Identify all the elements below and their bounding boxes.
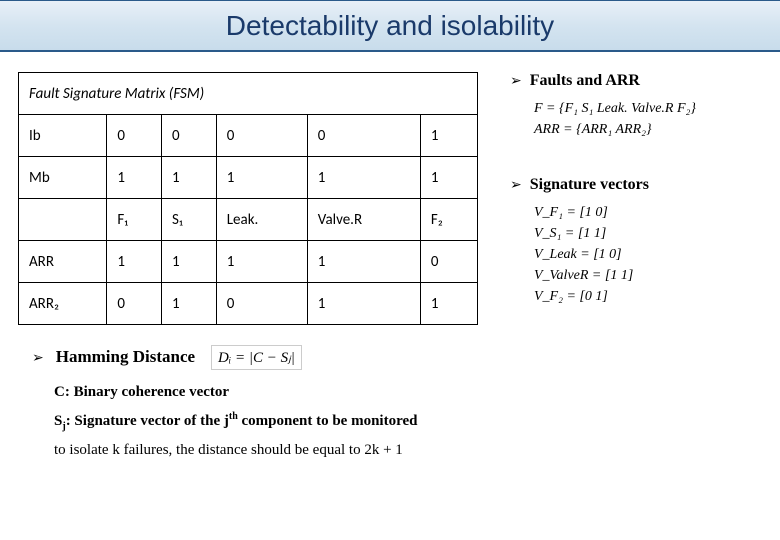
content-area: Fault Signature Matrix (FSM) Ib 0 0 0 0 … bbox=[0, 52, 780, 325]
page-title: Detectability and isolability bbox=[226, 10, 554, 42]
formula-line: V_Leak = [1 0] bbox=[534, 244, 758, 265]
fsm-caption: Fault Signature Matrix (FSM) bbox=[19, 73, 478, 115]
cell: 0 bbox=[216, 115, 307, 157]
cell: 1 bbox=[420, 157, 477, 199]
cell: 0 bbox=[420, 241, 477, 283]
row-header: Ib bbox=[19, 115, 107, 157]
note-s: Sj: Signature vector of the jth componen… bbox=[54, 411, 780, 432]
cell: 1 bbox=[162, 157, 217, 199]
table-row: Fault Signature Matrix (FSM) bbox=[19, 73, 478, 115]
heading-text: Signature vectors bbox=[530, 176, 649, 194]
cell: 1 bbox=[420, 115, 477, 157]
cell: 1 bbox=[107, 157, 162, 199]
table-row: ARR₂ 0 1 0 1 1 bbox=[19, 283, 478, 325]
hamming-notes: C: Binary coherence vector Sj: Signature… bbox=[54, 384, 780, 459]
table-row: F₁ S₁ Leak. Valve.R F₂ bbox=[19, 199, 478, 241]
formula-line: V_S₁ = [1 1] bbox=[534, 223, 758, 244]
cell: 1 bbox=[162, 241, 217, 283]
signature-block: ➢ Signature vectors V_F₁ = [1 0] V_S₁ = … bbox=[510, 176, 758, 307]
bullet-icon: ➢ bbox=[510, 72, 522, 92]
col-header: Valve.R bbox=[307, 199, 420, 241]
row-header: ARR₂ bbox=[19, 283, 107, 325]
faults-arr-heading: ➢ Faults and ARR bbox=[510, 72, 758, 92]
row-header: ARR bbox=[19, 241, 107, 283]
bullet-icon: ➢ bbox=[32, 351, 44, 366]
cell: 1 bbox=[307, 241, 420, 283]
note-isolate: to isolate k failures, the distance shou… bbox=[54, 442, 780, 459]
cell: 0 bbox=[107, 115, 162, 157]
cell: 1 bbox=[216, 241, 307, 283]
table-row: Mb 1 1 1 1 1 bbox=[19, 157, 478, 199]
note-c: C: Binary coherence vector bbox=[54, 384, 780, 401]
fsm-table: Fault Signature Matrix (FSM) Ib 0 0 0 0 … bbox=[18, 72, 478, 325]
row-header: Mb bbox=[19, 157, 107, 199]
note-s-post: component to be monitored bbox=[238, 413, 418, 429]
cell: 1 bbox=[420, 283, 477, 325]
formula-line: V_ValveR = [1 1] bbox=[534, 265, 758, 286]
hamming-section: ➢ Hamming Distance Dᵢ = |C − Sⱼ| bbox=[32, 345, 780, 370]
table-row: ARR 1 1 1 1 0 bbox=[19, 241, 478, 283]
formula-line: ARR = {ARR₁ ARR₂} bbox=[534, 119, 758, 140]
cell: 0 bbox=[107, 283, 162, 325]
faults-arr-formula: F = {F₁ S₁ Leak. Valve.R F₂} ARR = {ARR₁… bbox=[534, 98, 758, 140]
formula-line: V_F₂ = [0 1] bbox=[534, 286, 758, 307]
bullet-icon: ➢ bbox=[510, 176, 522, 196]
note-s-mid: : Signature vector of the j bbox=[66, 413, 229, 429]
cell: 1 bbox=[216, 157, 307, 199]
col-header: F₂ bbox=[420, 199, 477, 241]
right-column: ➢ Faults and ARR F = {F₁ S₁ Leak. Valve.… bbox=[498, 72, 758, 325]
formula-line: V_F₁ = [1 0] bbox=[534, 202, 758, 223]
left-column: Fault Signature Matrix (FSM) Ib 0 0 0 0 … bbox=[18, 72, 498, 325]
signature-heading: ➢ Signature vectors bbox=[510, 176, 758, 196]
col-header: F₁ bbox=[107, 199, 162, 241]
col-header: Leak. bbox=[216, 199, 307, 241]
table-row: Ib 0 0 0 0 1 bbox=[19, 115, 478, 157]
title-bar: Detectability and isolability bbox=[0, 0, 780, 52]
cell: 0 bbox=[307, 115, 420, 157]
col-header: S₁ bbox=[162, 199, 217, 241]
signature-formulas: V_F₁ = [1 0] V_S₁ = [1 1] V_Leak = [1 0]… bbox=[534, 202, 758, 307]
cell: 0 bbox=[162, 115, 217, 157]
cell: 1 bbox=[307, 157, 420, 199]
cell: 1 bbox=[107, 241, 162, 283]
cell: 1 bbox=[162, 283, 217, 325]
cell: 1 bbox=[307, 283, 420, 325]
cell: 0 bbox=[216, 283, 307, 325]
heading-text: Faults and ARR bbox=[530, 72, 640, 90]
hamming-heading: Hamming Distance bbox=[56, 347, 195, 366]
note-c-text: C: Binary coherence vector bbox=[54, 384, 229, 400]
note-s-sup: th bbox=[229, 411, 238, 422]
hamming-formula: Dᵢ = |C − Sⱼ| bbox=[211, 345, 302, 370]
formula-line: F = {F₁ S₁ Leak. Valve.R F₂} bbox=[534, 98, 758, 119]
blank-cell bbox=[19, 199, 107, 241]
